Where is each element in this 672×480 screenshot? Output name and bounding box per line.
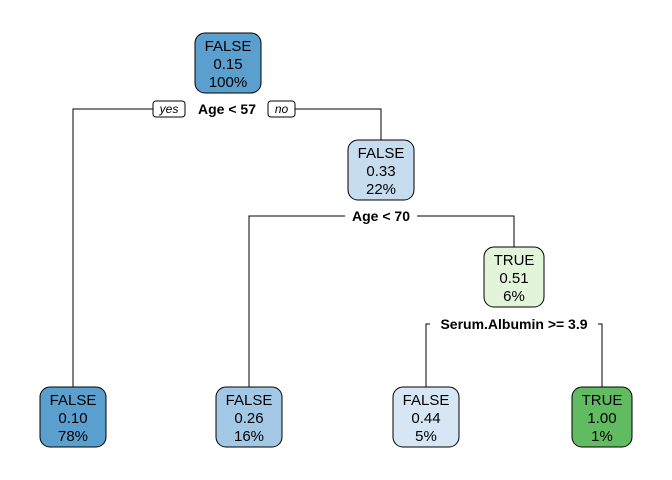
- node-pct-leaf14: 5%: [415, 428, 437, 445]
- edge-n3-left: [248, 215, 345, 400]
- leaf-node-14: FALSE 0.44 5%: [392, 386, 460, 448]
- edge-root-right: [295, 108, 382, 142]
- node-n3: FALSE 0.33 22%: [347, 139, 415, 201]
- edge-n7-right: [598, 323, 603, 400]
- no-tag: no: [267, 100, 296, 118]
- node-box-n3: [347, 139, 415, 201]
- no-tag-box: [267, 100, 296, 118]
- node-prob-n7: 0.51: [499, 270, 528, 287]
- edges-root: [72, 108, 382, 400]
- node-class-n7: TRUE: [494, 252, 535, 269]
- node-pct-leaf2: 78%: [58, 428, 88, 445]
- leaf-node-6: FALSE 0.26 16%: [215, 386, 283, 448]
- split-label-n7: Serum.Albumin >= 3.9: [440, 316, 587, 332]
- node-class-leaf15: TRUE: [582, 392, 623, 409]
- node-box-root: [194, 32, 262, 94]
- leaf-node-15: TRUE 1.00 1%: [571, 386, 633, 448]
- edge-n3-right: [417, 215, 515, 248]
- node-prob-leaf2: 0.10: [58, 410, 87, 427]
- node-class-leaf2: FALSE: [50, 392, 97, 409]
- node-prob-leaf6: 0.26: [234, 410, 263, 427]
- edge-n7-left: [425, 323, 430, 400]
- split-label-root: Age < 57: [198, 101, 256, 117]
- node-class-leaf6: FALSE: [226, 392, 273, 409]
- yes-tag-label: yes: [159, 102, 179, 116]
- node-pct-n3: 22%: [366, 181, 396, 198]
- split-label-n3: Age < 70: [352, 208, 410, 224]
- node-class-n3: FALSE: [358, 145, 405, 162]
- node-n7: TRUE 0.51 6%: [483, 246, 545, 308]
- node-box-leaf6: [215, 386, 283, 448]
- no-tag-label: no: [275, 102, 289, 116]
- node-prob-leaf15: 1.00: [587, 410, 616, 427]
- node-pct-leaf6: 16%: [234, 428, 264, 445]
- node-pct-root: 100%: [209, 74, 247, 91]
- node-class-leaf14: FALSE: [403, 392, 450, 409]
- node-class-root: FALSE: [205, 38, 252, 55]
- node-box-leaf2: [39, 386, 107, 448]
- leaf-node-2: FALSE 0.10 78%: [39, 386, 107, 448]
- node-prob-root: 0.15: [213, 56, 242, 73]
- yes-tag: yes: [152, 100, 186, 118]
- node-prob-leaf14: 0.44: [411, 410, 440, 427]
- yes-tag-box: [152, 100, 186, 118]
- node-box-leaf15: [571, 386, 633, 448]
- edges-n3: [248, 215, 515, 400]
- node-box-n7: [483, 246, 545, 308]
- node-box-leaf14: [392, 386, 460, 448]
- edge-root-left: [72, 108, 153, 400]
- node-pct-n7: 6%: [503, 288, 525, 305]
- node-root: FALSE 0.15 100%: [194, 32, 262, 94]
- edges-n7: [425, 323, 603, 400]
- node-pct-leaf15: 1%: [591, 428, 613, 445]
- node-prob-n3: 0.33: [366, 163, 395, 180]
